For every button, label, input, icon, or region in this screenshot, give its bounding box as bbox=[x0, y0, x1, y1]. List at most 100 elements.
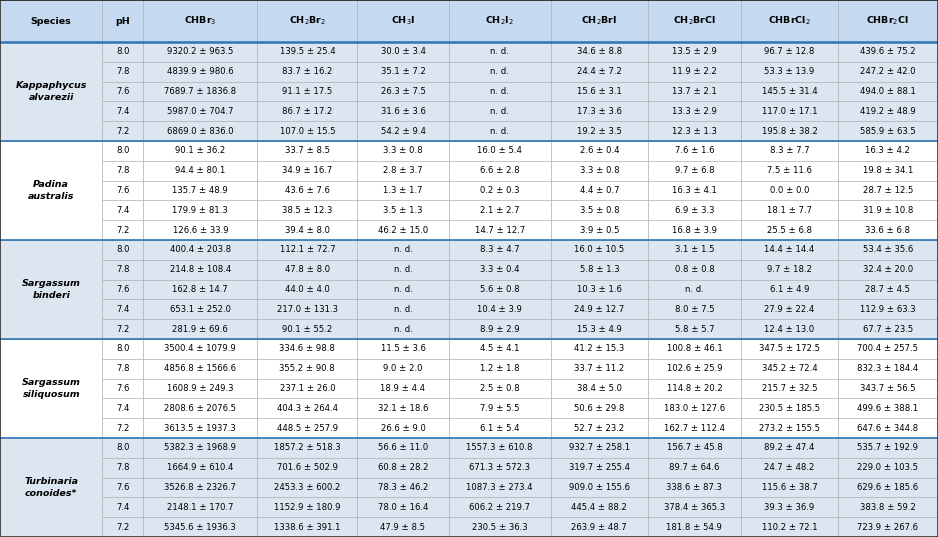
Text: 5.8 ± 5.7: 5.8 ± 5.7 bbox=[674, 324, 714, 333]
Text: 14.4 ± 14.4: 14.4 ± 14.4 bbox=[764, 245, 814, 255]
Text: 3.1 ± 1.5: 3.1 ± 1.5 bbox=[674, 245, 714, 255]
Bar bbox=[102, 418, 144, 438]
Bar bbox=[448, 438, 551, 458]
Text: n. d.: n. d. bbox=[685, 285, 704, 294]
Text: 404.3 ± 264.4: 404.3 ± 264.4 bbox=[277, 404, 338, 413]
Text: 7.4: 7.4 bbox=[116, 206, 129, 215]
Text: Species: Species bbox=[31, 17, 71, 25]
Text: n. d.: n. d. bbox=[394, 265, 413, 274]
Bar bbox=[257, 240, 357, 260]
Text: 3.5 ± 0.8: 3.5 ± 0.8 bbox=[580, 206, 619, 215]
Bar bbox=[144, 42, 257, 62]
Text: 3500.4 ± 1079.9: 3500.4 ± 1079.9 bbox=[164, 344, 236, 353]
Text: 28.7 ± 4.5: 28.7 ± 4.5 bbox=[866, 285, 911, 294]
Text: 7.8: 7.8 bbox=[116, 166, 129, 175]
Bar bbox=[838, 101, 938, 121]
Text: 8.3 ± 4.7: 8.3 ± 4.7 bbox=[480, 245, 520, 255]
Text: 1338.6 ± 391.1: 1338.6 ± 391.1 bbox=[274, 523, 340, 532]
Bar bbox=[448, 220, 551, 240]
Bar bbox=[357, 359, 448, 379]
Bar bbox=[648, 220, 741, 240]
Bar bbox=[357, 101, 448, 121]
Bar bbox=[144, 280, 257, 300]
Text: 445.4 ± 88.2: 445.4 ± 88.2 bbox=[571, 503, 628, 512]
Text: 114.8 ± 20.2: 114.8 ± 20.2 bbox=[667, 384, 722, 393]
Text: 44.0 ± 4.0: 44.0 ± 4.0 bbox=[285, 285, 330, 294]
Text: n. d.: n. d. bbox=[491, 67, 509, 76]
Text: 647.6 ± 344.8: 647.6 ± 344.8 bbox=[857, 424, 918, 433]
Bar bbox=[741, 141, 838, 161]
Bar bbox=[448, 62, 551, 82]
Bar bbox=[551, 0, 648, 42]
Bar bbox=[838, 42, 938, 62]
Text: 90.1 ± 36.2: 90.1 ± 36.2 bbox=[175, 147, 225, 155]
Text: 28.7 ± 12.5: 28.7 ± 12.5 bbox=[863, 186, 913, 195]
Bar bbox=[144, 359, 257, 379]
Bar bbox=[102, 458, 144, 477]
Text: 5987.0 ± 704.7: 5987.0 ± 704.7 bbox=[167, 107, 234, 116]
Text: 7.4: 7.4 bbox=[116, 503, 129, 512]
Bar bbox=[257, 180, 357, 200]
Bar bbox=[551, 101, 648, 121]
Bar bbox=[0, 0, 102, 42]
Text: 7.2: 7.2 bbox=[116, 424, 129, 433]
Bar bbox=[551, 240, 648, 260]
Bar bbox=[648, 121, 741, 141]
Text: 383.8 ± 59.2: 383.8 ± 59.2 bbox=[860, 503, 915, 512]
Text: 25.5 ± 6.8: 25.5 ± 6.8 bbox=[767, 226, 812, 235]
Text: 2808.6 ± 2076.5: 2808.6 ± 2076.5 bbox=[164, 404, 236, 413]
Text: 19.2 ± 3.5: 19.2 ± 3.5 bbox=[577, 127, 622, 136]
Text: 319.7 ± 255.4: 319.7 ± 255.4 bbox=[568, 463, 629, 472]
Bar bbox=[102, 398, 144, 418]
Bar bbox=[648, 42, 741, 62]
Text: 145.5 ± 31.4: 145.5 ± 31.4 bbox=[762, 87, 817, 96]
Bar bbox=[551, 418, 648, 438]
Bar bbox=[648, 101, 741, 121]
Bar bbox=[357, 220, 448, 240]
Bar bbox=[102, 141, 144, 161]
Text: 91.1 ± 17.5: 91.1 ± 17.5 bbox=[282, 87, 332, 96]
Bar bbox=[357, 398, 448, 418]
Bar bbox=[648, 180, 741, 200]
Bar bbox=[0, 240, 102, 339]
Bar bbox=[838, 477, 938, 497]
Bar bbox=[741, 260, 838, 280]
Text: 15.6 ± 3.1: 15.6 ± 3.1 bbox=[577, 87, 622, 96]
Bar bbox=[741, 62, 838, 82]
Bar bbox=[838, 200, 938, 220]
Text: 162.7 ± 112.4: 162.7 ± 112.4 bbox=[664, 424, 725, 433]
Bar bbox=[838, 220, 938, 240]
Bar bbox=[102, 260, 144, 280]
Text: 0.0 ± 0.0: 0.0 ± 0.0 bbox=[770, 186, 809, 195]
Text: 115.6 ± 38.7: 115.6 ± 38.7 bbox=[762, 483, 817, 492]
Bar bbox=[838, 379, 938, 398]
Text: 334.6 ± 98.8: 334.6 ± 98.8 bbox=[280, 344, 335, 353]
Bar bbox=[838, 517, 938, 537]
Bar bbox=[648, 398, 741, 418]
Text: 7.8: 7.8 bbox=[116, 364, 129, 373]
Bar bbox=[648, 62, 741, 82]
Bar bbox=[838, 359, 938, 379]
Text: n. d.: n. d. bbox=[394, 305, 413, 314]
Text: 96.7 ± 12.8: 96.7 ± 12.8 bbox=[764, 47, 814, 56]
Bar bbox=[448, 319, 551, 339]
Bar bbox=[357, 339, 448, 359]
Bar bbox=[551, 121, 648, 141]
Bar bbox=[357, 280, 448, 300]
Bar bbox=[448, 398, 551, 418]
Text: Padina
australis: Padina australis bbox=[28, 180, 74, 201]
Text: CH$_2$BrI: CH$_2$BrI bbox=[582, 14, 617, 27]
Text: 7.6: 7.6 bbox=[116, 186, 129, 195]
Bar bbox=[648, 260, 741, 280]
Bar bbox=[741, 240, 838, 260]
Text: 14.7 ± 12.7: 14.7 ± 12.7 bbox=[475, 226, 525, 235]
Bar bbox=[648, 339, 741, 359]
Text: 723.9 ± 267.6: 723.9 ± 267.6 bbox=[857, 523, 918, 532]
Text: 8.0 ± 7.5: 8.0 ± 7.5 bbox=[674, 305, 714, 314]
Text: 6.6 ± 2.8: 6.6 ± 2.8 bbox=[480, 166, 520, 175]
Bar bbox=[144, 180, 257, 200]
Text: 7.8: 7.8 bbox=[116, 67, 129, 76]
Bar bbox=[448, 200, 551, 220]
Bar bbox=[448, 82, 551, 101]
Text: 15.3 ± 4.9: 15.3 ± 4.9 bbox=[577, 324, 622, 333]
